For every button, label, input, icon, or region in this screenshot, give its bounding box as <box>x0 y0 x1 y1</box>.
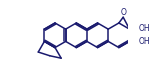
Text: OH: OH <box>139 24 151 33</box>
Text: OH: OH <box>139 37 151 46</box>
Text: O: O <box>120 8 126 17</box>
